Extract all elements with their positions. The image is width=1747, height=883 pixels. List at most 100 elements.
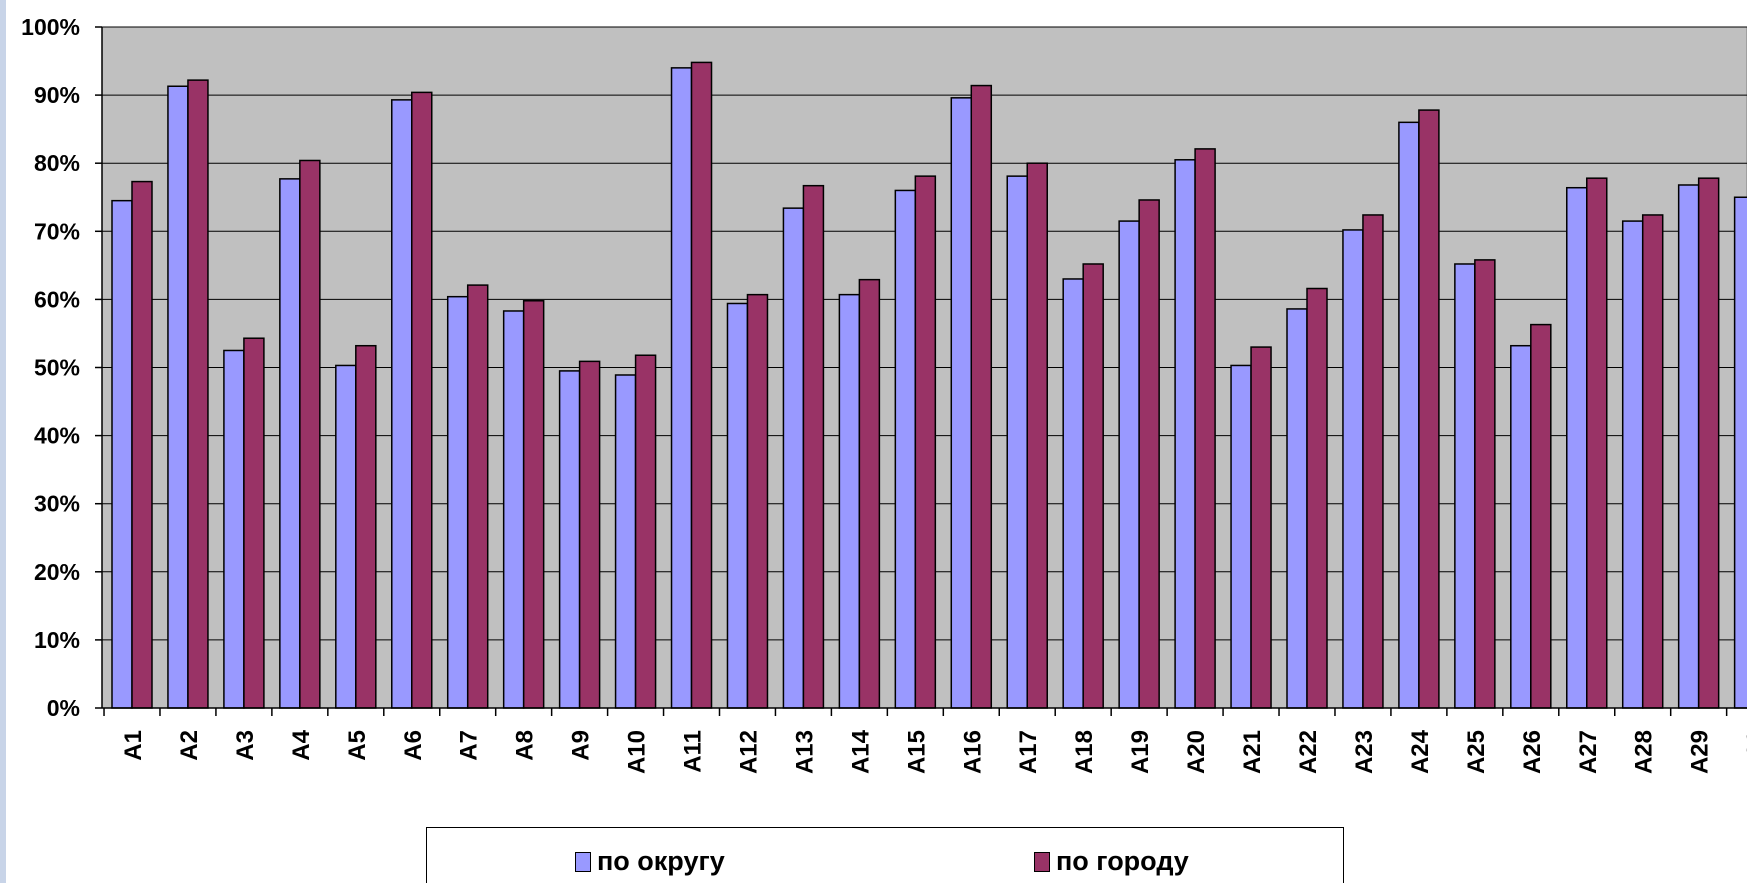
x-category-label: A22: [1295, 730, 1322, 774]
bar-A16-series-1: [950, 97, 973, 709]
bars: [111, 61, 1747, 709]
bar-A20-series-1: [1174, 159, 1196, 709]
bar-A10-series-1: [614, 374, 637, 709]
x-category-label: A15: [903, 730, 930, 774]
bar-A6-series-1: [391, 99, 413, 709]
legend-item-series-1: по округу: [575, 846, 725, 877]
x-category-label: A26: [1519, 730, 1546, 774]
y-tick-label: 80%: [34, 150, 80, 176]
x-category-label: A4: [288, 729, 315, 760]
bar-A23-series-1: [1342, 229, 1364, 709]
bar-A18-series-1: [1062, 278, 1084, 709]
y-tick-label: 70%: [34, 218, 80, 244]
bar-A21-series-1: [1230, 364, 1252, 709]
y-tick-label: 100%: [21, 14, 80, 40]
bar-A12-series-1: [726, 302, 749, 709]
bar-A27-series-2: [1586, 177, 1608, 709]
bar-A10-series-2: [634, 354, 657, 709]
bar-A8-series-2: [522, 300, 545, 709]
bar-A22-series-2: [1306, 287, 1328, 709]
x-category-label: A3: [232, 730, 259, 761]
bar-A17-series-1: [1006, 175, 1028, 709]
x-category-label: A17: [1015, 730, 1042, 774]
x-category-label: A2: [176, 730, 203, 761]
bar-A27-series-1: [1566, 186, 1588, 709]
bar-A15-series-1: [894, 189, 917, 709]
y-tick-label: 10%: [34, 627, 80, 653]
bar-A21-series-2: [1250, 346, 1272, 709]
legend-item-series-2: по городу: [1034, 846, 1189, 877]
bar-A5-series-1: [335, 364, 357, 709]
y-tick-label: 90%: [34, 82, 80, 108]
x-category-label: A8: [512, 730, 539, 761]
bar-A29-series-2: [1697, 177, 1720, 709]
bar-A19-series-1: [1118, 220, 1140, 709]
bar-A11-series-2: [690, 61, 713, 709]
bar-A3-series-1: [223, 349, 245, 709]
left-border-strip: [0, 0, 6, 883]
bar-A24-series-1: [1398, 121, 1420, 709]
legend: по округу по городу: [426, 827, 1344, 883]
bar-A1-series-2: [131, 180, 153, 709]
x-category-label: A23: [1351, 730, 1378, 774]
legend-label-series-1: по округу: [597, 846, 725, 876]
bar-A9-series-1: [558, 370, 581, 709]
x-category-label: A25: [1463, 730, 1490, 774]
bar-A28-series-1: [1621, 220, 1644, 709]
bar-A4-series-1: [279, 178, 301, 709]
bar-A6-series-2: [411, 91, 433, 709]
y-axis-tick-labels: 0% 10% 20% 30% 40% 50% 60% 70% 80% 90% 100%: [21, 14, 80, 721]
bar-A29-series-1: [1677, 184, 1700, 709]
x-category-label: A1: [120, 730, 147, 761]
bar-A28-series-2: [1641, 214, 1664, 709]
legend-label-series-2: по городу: [1056, 846, 1189, 876]
x-category-label: A13: [791, 730, 818, 774]
x-category-label: A5: [344, 730, 371, 761]
x-category-label: A19: [1127, 730, 1154, 774]
x-category-label: A7: [456, 730, 483, 761]
bar-A5-series-2: [355, 344, 377, 709]
x-category-label: A11: [680, 730, 707, 773]
x-category-label: A16: [959, 730, 986, 774]
bar-A14-series-1: [838, 293, 861, 709]
bar-A13-series-2: [802, 184, 825, 709]
bar-A15-series-2: [914, 175, 937, 709]
bar-A26-series-2: [1530, 323, 1552, 709]
x-category-label: A24: [1407, 729, 1434, 774]
x-category-label: A12: [735, 730, 762, 774]
bar-A22-series-1: [1286, 308, 1308, 709]
y-tick-label: 50%: [34, 355, 80, 381]
x-category-label: A10: [624, 730, 651, 774]
bar-A3-series-2: [243, 337, 265, 709]
x-category-label: A27: [1575, 730, 1602, 774]
bar-A19-series-2: [1138, 199, 1160, 709]
bar-A11-series-1: [670, 67, 693, 709]
bar-A30-series-1: [1733, 196, 1747, 709]
y-tick-label: 30%: [34, 491, 80, 517]
bar-A24-series-2: [1418, 109, 1440, 709]
y-tick-label: 60%: [34, 286, 80, 312]
y-tick-label: 20%: [34, 559, 80, 585]
bar-A25-series-1: [1454, 263, 1476, 709]
bar-A18-series-2: [1082, 263, 1104, 709]
legend-swatch-series-2: [1034, 851, 1050, 872]
bar-A7-series-2: [466, 284, 489, 709]
bar-A13-series-1: [782, 207, 805, 709]
bar-A23-series-2: [1362, 214, 1384, 709]
x-category-label: A9: [568, 730, 595, 761]
bar-A2-series-1: [167, 85, 189, 709]
x-category-label: A14: [847, 729, 874, 774]
bar-A20-series-2: [1194, 148, 1216, 709]
x-category-label: A18: [1071, 730, 1098, 774]
bar-A26-series-1: [1510, 344, 1532, 709]
x-axis-category-labels: A1 A2 A3 A4 A5 A6 A7 A8 A9 A10 A11 A12 A13 A14 A15 A16 A…: [120, 729, 1747, 774]
bar-A17-series-2: [1026, 162, 1048, 709]
x-category-label: A20: [1183, 730, 1210, 774]
x-category-label: A28: [1631, 730, 1658, 774]
y-tick-label: 40%: [34, 423, 80, 449]
axes: [95, 26, 1747, 716]
bar-A16-series-2: [970, 84, 993, 709]
bar-A9-series-2: [578, 360, 601, 709]
